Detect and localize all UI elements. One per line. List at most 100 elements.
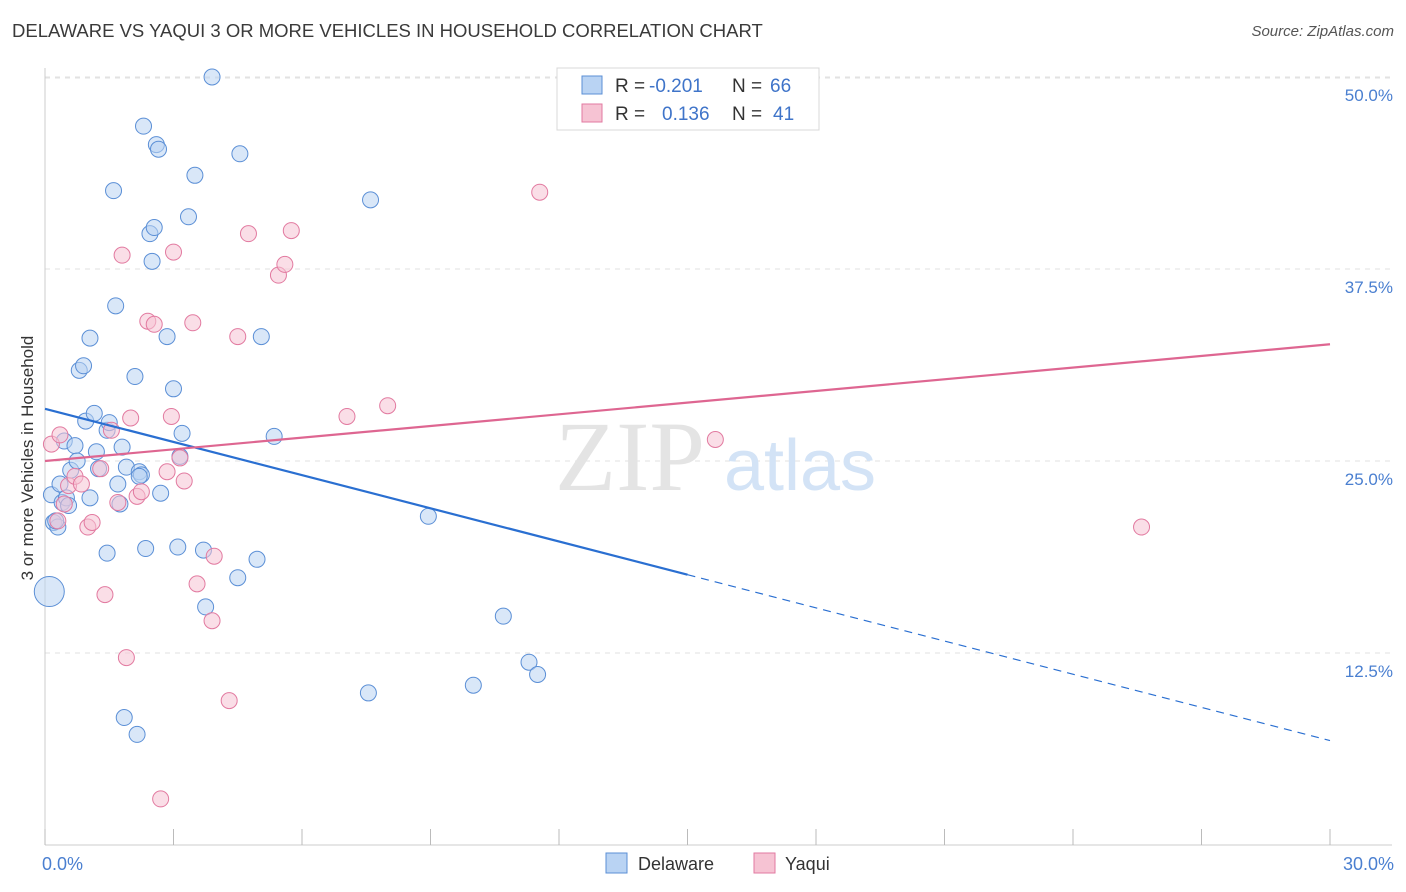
delaware-point [113,438,131,456]
watermark-atlas: atlas [724,426,876,506]
legend-delaware-swatch [605,852,628,874]
legend-yaqui-label: Yaqui [785,854,830,874]
delaware-point [98,544,116,562]
delaware-point [197,598,215,616]
legend-yaqui-swatch [753,852,776,874]
yaqui-point [117,649,135,667]
delaware-trend-line [44,407,688,576]
delaware-r-label: R = [615,76,645,97]
legend-delaware-label: Delaware [638,854,714,874]
yaqui-point [220,692,238,710]
yaqui-point [706,430,724,448]
watermark-zip: ZIP [555,401,705,512]
source-label: Source: ZipAtlas.com [1251,23,1394,40]
delaware-point [529,666,547,684]
yaqui-point [229,328,247,346]
yaqui-point [113,246,131,264]
yaqui-point [122,409,140,427]
delaware-point [186,166,204,184]
delaware-point [81,489,99,507]
tick-labels: 12.5% 25.0% 37.5% 50.0% 0.0% 30.0% [42,86,1394,874]
stats-legend: R = -0.201 N = 66 R = 0.136 N = 41 [556,67,820,131]
delaware-n-label: N = [732,76,762,97]
yaqui-point [132,483,150,501]
delaware-point [75,357,93,375]
delaware-point [265,427,283,445]
yaqui-point [379,397,397,415]
delaware-point [145,219,163,237]
delaware-point [359,684,377,702]
delaware-point [362,191,380,209]
yaqui-point [1133,518,1151,536]
yaqui-trend-line [44,343,1331,463]
yaqui-point [188,575,206,593]
yaqui-point [184,314,202,332]
yaqui-point [109,493,127,511]
yaqui-point [203,612,221,630]
yaqui-point [72,475,90,493]
delaware-point [143,252,161,270]
yaqui-point [175,472,193,490]
delaware-point [105,182,123,200]
x-tick-label: 0.0% [42,854,83,874]
delaware-point [165,380,182,398]
delaware-trend-extension [687,574,1331,742]
delaware-point [81,329,99,347]
y-tick-label: 12.5% [1345,662,1393,681]
yaqui-point [276,255,294,273]
yaqui-n-value: 41 [773,104,794,125]
delaware-point [494,607,512,625]
delaware-point [126,368,144,386]
delaware-point [130,467,148,485]
x-tick-label: 30.0% [1343,854,1394,874]
delaware-point [152,484,170,502]
yaqui-point [282,222,300,240]
yaqui-point [171,449,189,467]
delaware-point [419,507,437,525]
yaqui-point [239,225,257,243]
delaware-point [231,145,249,163]
delaware-point [229,569,247,587]
y-tick-label: 50.0% [1345,86,1393,105]
yaqui-point [531,183,549,201]
axes [44,68,1392,846]
yaqui-point [162,407,180,425]
delaware-point [169,538,187,556]
yaqui-point [338,407,356,425]
yaqui-point [83,513,101,531]
yaqui-point [96,586,114,604]
yaqui-point [55,495,73,513]
yaqui-point [49,512,67,530]
yaqui-point [51,426,69,444]
delaware-point [150,140,168,158]
y-axis-label: 3 or more Vehicles in Household [18,336,37,581]
delaware-swatch [581,75,603,95]
yaqui-r-value: 0.136 [662,104,710,125]
delaware-point [33,576,65,608]
delaware-point [252,328,270,346]
yaqui-point [145,315,163,333]
delaware-r-value: -0.201 [649,76,703,97]
delaware-point [158,328,176,346]
delaware-point [248,550,266,568]
delaware-point [128,725,146,743]
yaqui-point [205,547,223,565]
delaware-point [203,68,221,86]
yaqui-point [152,790,170,808]
delaware-point [66,437,84,455]
delaware-point [109,475,127,493]
yaqui-n-label: N = [732,104,762,125]
delaware-n-value: 66 [770,76,791,97]
delaware-point [115,709,133,727]
delaware-point [464,676,482,694]
yaqui-point [165,243,182,261]
delaware-point [68,452,86,470]
watermark: ZIP atlas [555,401,876,512]
grid-lines [45,76,1392,654]
y-tick-label: 25.0% [1345,470,1393,489]
yaqui-point [92,460,110,478]
yaqui-swatch [581,103,603,123]
delaware-point [173,424,191,442]
delaware-point [135,117,153,135]
